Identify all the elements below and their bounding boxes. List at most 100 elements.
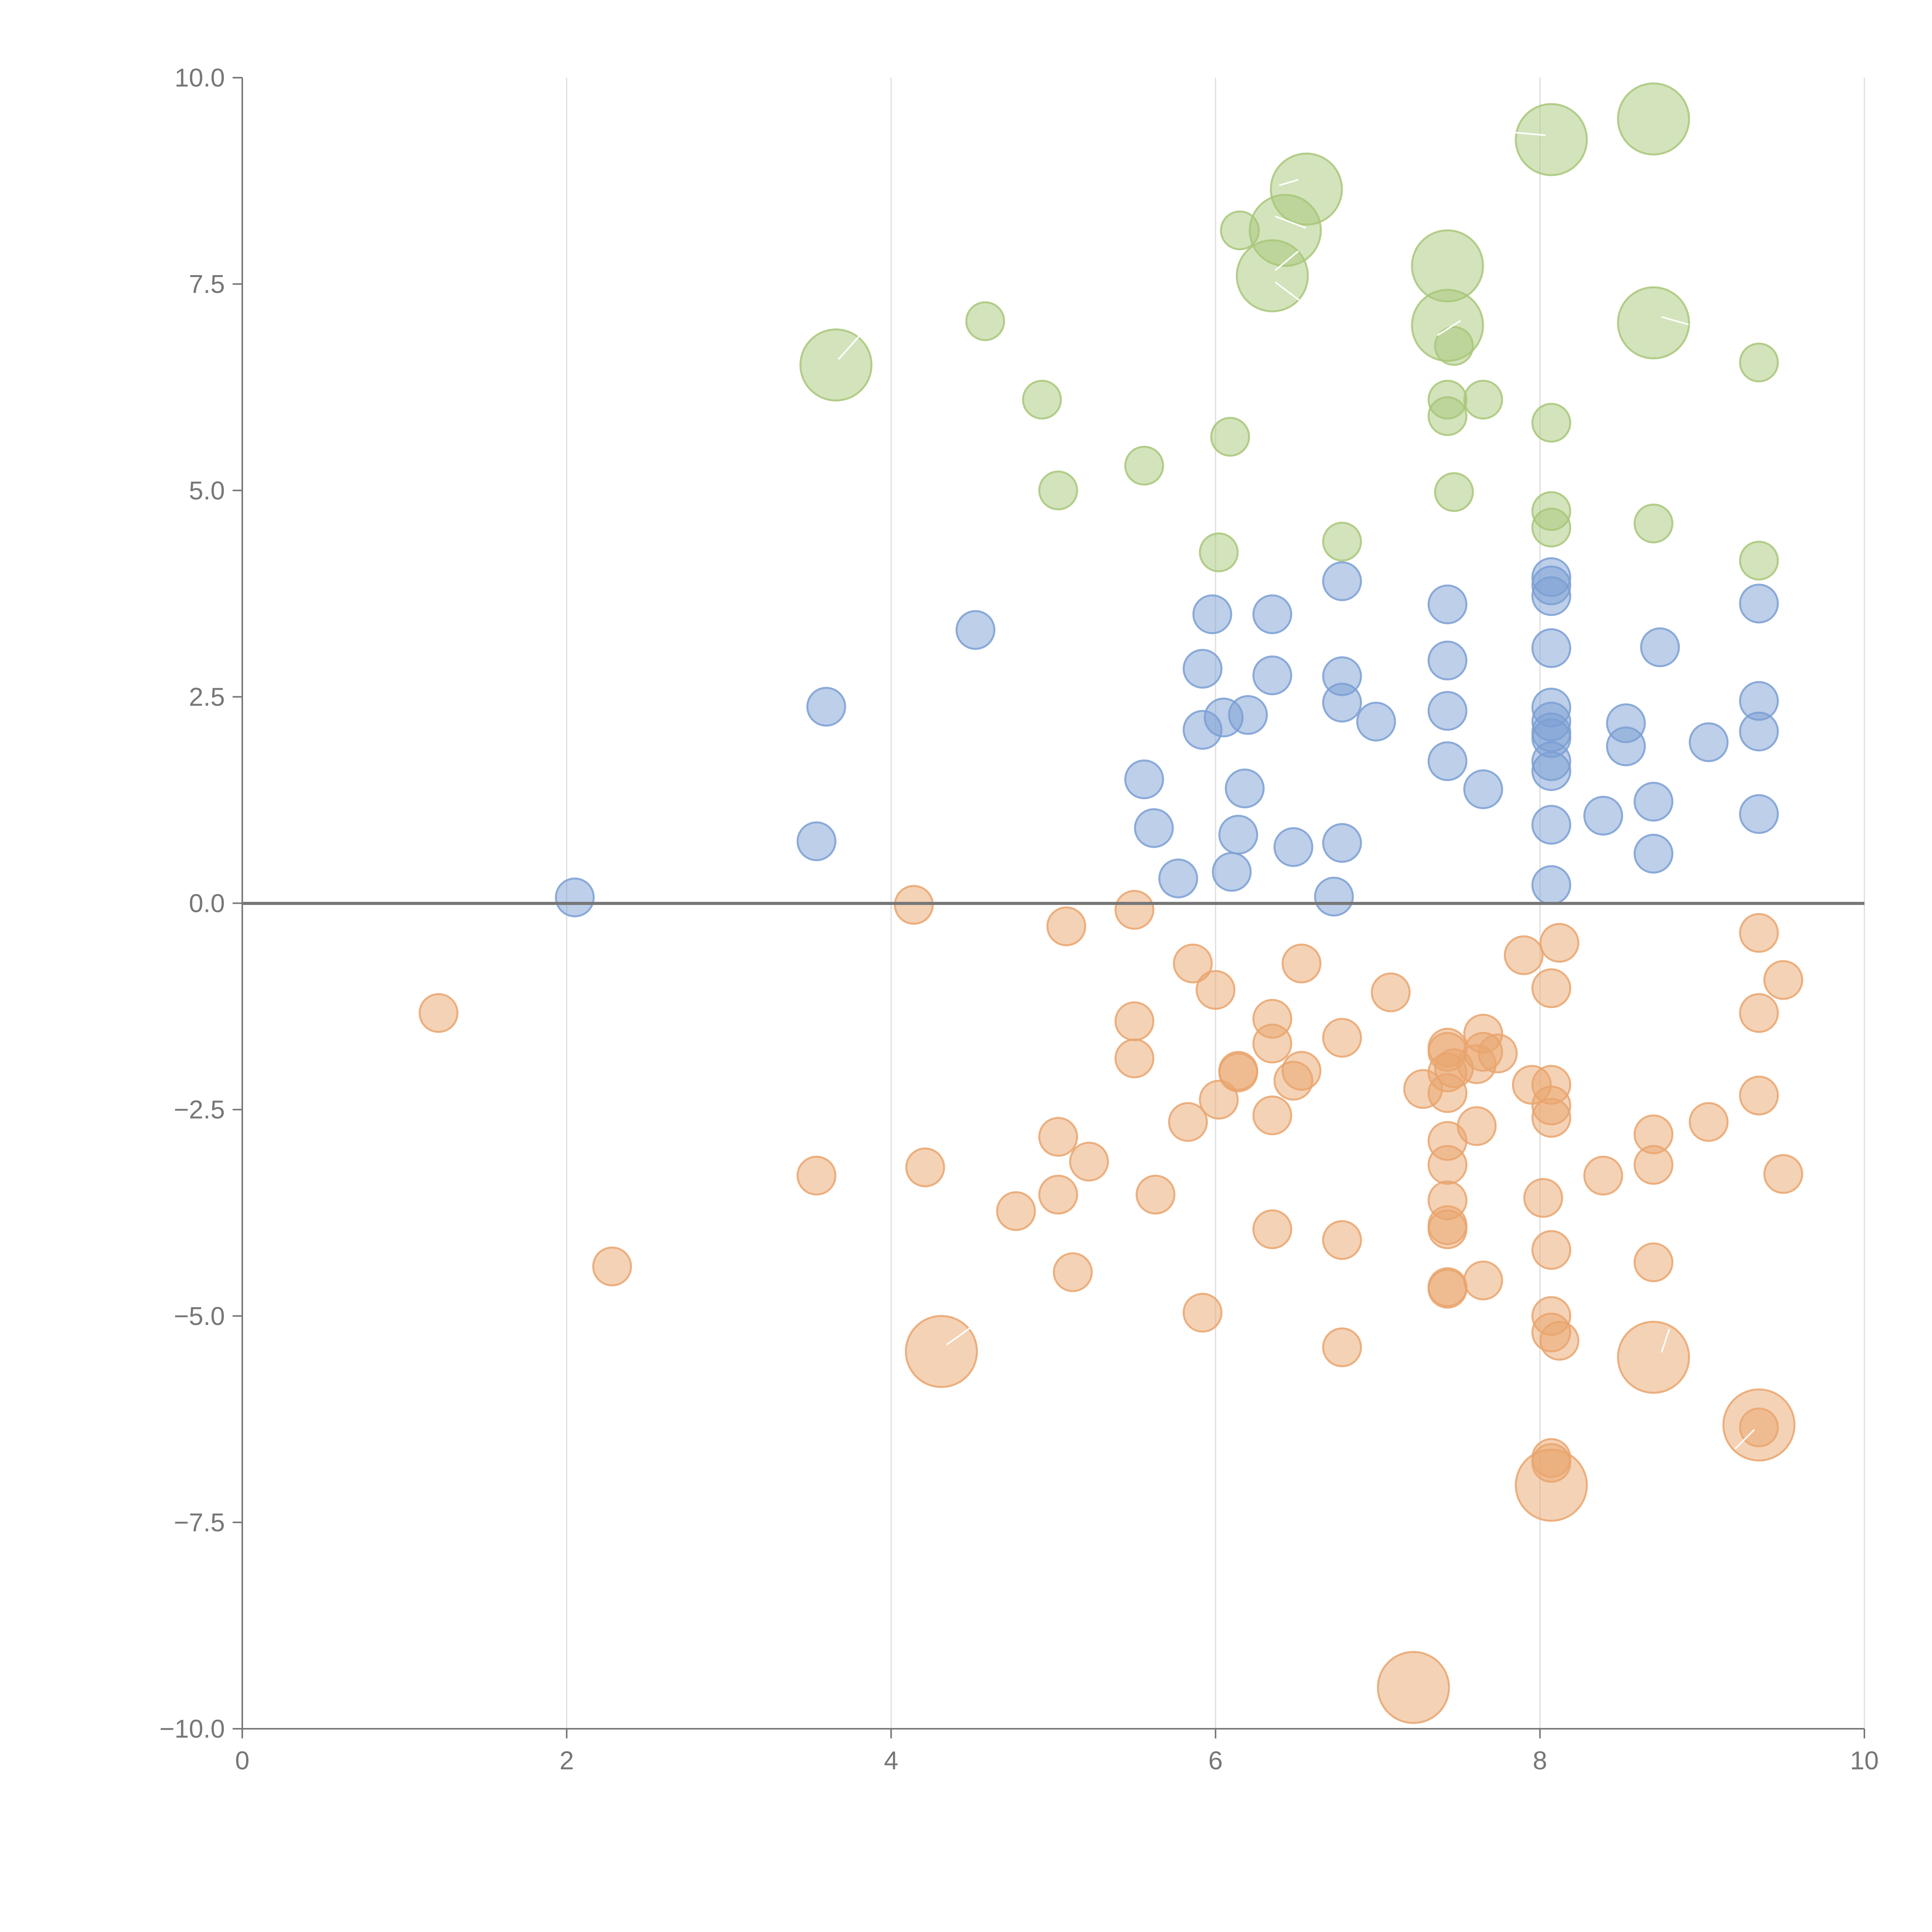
data-point-green [1463, 379, 1503, 420]
data-point-blue [955, 610, 995, 650]
data-point-blue [1689, 722, 1729, 762]
data-point-green [1633, 503, 1673, 544]
leader-line [1734, 1429, 1755, 1450]
data-point-orange [1196, 970, 1236, 1010]
data-point-orange [1371, 972, 1411, 1012]
data-point-orange [1531, 1230, 1571, 1270]
data-point-orange [1463, 1260, 1503, 1301]
data-point-green [1022, 379, 1062, 420]
data-point-blue [1427, 640, 1468, 680]
data-point-orange [905, 1147, 945, 1187]
data-point-blue [1252, 594, 1293, 634]
data-point-blue [1427, 691, 1468, 731]
data-point-orange [1038, 1117, 1078, 1157]
y-tick-label: −2.5 [174, 1095, 225, 1124]
data-point-orange [1427, 1209, 1468, 1249]
data-point-orange [1739, 913, 1779, 953]
data-point-blue [1531, 805, 1571, 845]
data-point-blue [806, 687, 846, 727]
data-point-green [1617, 82, 1690, 156]
data-point-orange [1427, 1145, 1468, 1185]
data-point-green [1531, 507, 1571, 548]
data-point-orange [1531, 968, 1571, 1009]
data-point-orange [1617, 1321, 1690, 1394]
y-tick-label: −10.0 [159, 1714, 225, 1743]
data-point-green [1739, 541, 1779, 581]
data-point-orange [1427, 1269, 1468, 1309]
data-point-orange [1182, 1293, 1223, 1333]
x-tick-label: 6 [1208, 1746, 1223, 1775]
data-point-orange [1038, 1175, 1078, 1215]
data-point-orange [1046, 906, 1087, 946]
data-point-orange [1322, 1327, 1362, 1367]
data-point-green [1322, 522, 1362, 562]
data-point-green [1617, 286, 1690, 360]
y-tick-label: −5.0 [174, 1302, 225, 1331]
data-point-blue [1739, 583, 1779, 624]
data-point-blue [1531, 628, 1571, 668]
data-point-orange [1322, 1018, 1362, 1058]
data-point-orange [1539, 1321, 1580, 1361]
y-tick-label: −7.5 [174, 1508, 225, 1537]
data-point-blue [1606, 726, 1646, 767]
data-point-green [1210, 417, 1250, 457]
leader-line [946, 1325, 975, 1345]
data-point-green [1434, 326, 1474, 366]
leader-line [838, 333, 862, 360]
data-point-blue [796, 821, 837, 861]
data-point-orange [1763, 960, 1803, 1000]
data-point-orange [1763, 1154, 1803, 1194]
data-point-orange [418, 993, 459, 1033]
data-point-orange [1503, 935, 1544, 975]
data-point-blue [1739, 711, 1779, 752]
data-point-orange [1322, 1220, 1362, 1260]
data-point-blue [1212, 852, 1252, 892]
data-point-blue [1158, 858, 1198, 898]
leader-line [1274, 250, 1299, 271]
data-point-orange [1199, 1080, 1239, 1120]
data-point-orange [1689, 1102, 1729, 1142]
data-point-blue [1531, 865, 1571, 905]
data-point-orange [1523, 1178, 1563, 1218]
data-point-orange [796, 1156, 837, 1196]
data-point-orange [1583, 1156, 1623, 1196]
data-point-orange [1252, 1024, 1293, 1064]
x-tick-label: 4 [884, 1746, 898, 1775]
data-point-orange [1252, 1095, 1293, 1136]
y-tick-label: 7.5 [189, 270, 225, 299]
data-point-orange [1478, 1033, 1518, 1073]
data-point-green [1236, 239, 1309, 313]
data-point-blue [1228, 695, 1268, 735]
leader-line [1275, 216, 1306, 229]
leader-line [1661, 316, 1689, 325]
data-point-orange [1633, 1145, 1673, 1185]
data-point-blue [1463, 769, 1503, 810]
data-point-blue [1273, 827, 1313, 867]
data-point-green [1220, 210, 1260, 250]
data-point-orange [1135, 1175, 1175, 1215]
data-point-orange [1457, 1106, 1497, 1146]
y-tick-label: 2.5 [189, 682, 225, 711]
x-tick-label: 10 [1850, 1746, 1879, 1775]
data-point-green [1199, 532, 1239, 572]
data-point-orange [1114, 1001, 1155, 1041]
data-point-orange [1168, 1102, 1208, 1142]
data-point-blue [1739, 794, 1779, 834]
data-point-blue [1314, 876, 1354, 917]
data-point-orange [996, 1191, 1036, 1231]
data-point-orange [1739, 1075, 1779, 1116]
data-point-orange [1173, 943, 1213, 983]
leader-line [1274, 281, 1307, 306]
point-labels [838, 127, 1755, 1450]
data-point-orange [1281, 1051, 1321, 1091]
x-axis-ticks: 0 2 4 6 8 10 [235, 1729, 1879, 1775]
data-point-blue [1633, 782, 1673, 822]
data-point-green [1531, 403, 1571, 443]
data-point-orange [1722, 1388, 1796, 1462]
data-point-blue [1134, 808, 1174, 848]
leader-line [1437, 320, 1461, 336]
leader-line [1456, 127, 1546, 136]
data-point-green [965, 301, 1005, 341]
x-tick-label: 0 [235, 1746, 249, 1775]
x-tick-label: 2 [560, 1746, 574, 1775]
